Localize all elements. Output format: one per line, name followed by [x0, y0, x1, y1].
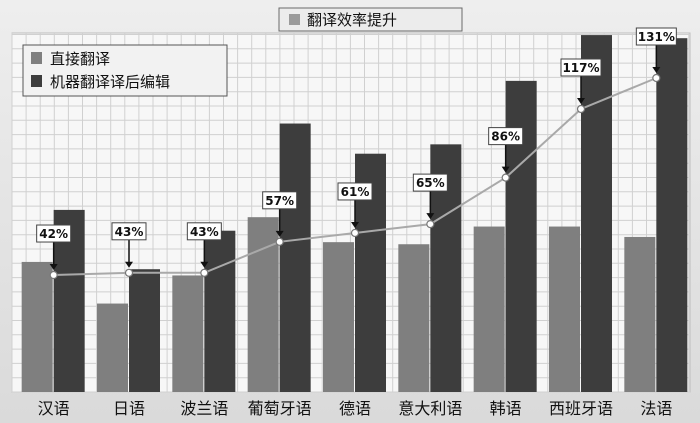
bar-mt-7	[581, 35, 612, 393]
pct-label-1: 43%	[115, 225, 144, 239]
bar-mt-3	[279, 123, 311, 393]
bar-direct-0	[21, 261, 53, 392]
x-tick-label-6: 韩语	[490, 399, 522, 418]
pct-label-box-5	[412, 173, 448, 192]
pct-label-0: 42%	[39, 227, 68, 241]
pointer-head-3	[275, 230, 284, 237]
legend-swatch-mt	[31, 75, 42, 87]
pointer-head-8	[652, 67, 661, 73]
pointer-head-1	[125, 261, 133, 268]
legend-label-mt: 机器翻译译后编辑	[50, 73, 170, 91]
pct-label-box-0	[36, 224, 72, 243]
pct-label-box-7	[560, 58, 602, 77]
x-tick-label-4: 德语	[339, 399, 371, 418]
x-tick-label-3: 葡萄牙语	[248, 399, 312, 418]
pointer-head-4	[351, 221, 359, 228]
chart-title: 翻译效率提升	[307, 11, 397, 29]
bar-group	[21, 35, 688, 393]
bar-mt-8	[656, 38, 688, 392]
pct-label-box-4	[337, 182, 373, 201]
pct-label-8: 131%	[638, 30, 675, 44]
line-point-0	[49, 270, 58, 280]
pointer-head-5	[426, 213, 435, 220]
bar-direct-1	[97, 303, 128, 392]
pct-label-box-6	[488, 127, 524, 146]
pct-label-5: 65%	[416, 176, 445, 190]
line-point-4	[350, 228, 360, 238]
line-point-2	[200, 268, 209, 277]
line-point-8	[652, 73, 661, 83]
pct-label-7: 117%	[562, 61, 599, 75]
line-point-7	[576, 104, 586, 114]
title-swatch	[289, 14, 300, 25]
bar-mt-2	[204, 230, 236, 392]
pct-label-box-2	[186, 222, 222, 241]
line-point-1	[124, 268, 134, 277]
pct-label-box-3	[262, 191, 298, 210]
legend-label-direct: 直接翻译	[50, 50, 110, 68]
pointer-head-0	[49, 264, 58, 271]
pct-label-box-1	[111, 222, 147, 241]
x-tick-label-0: 汉语	[38, 399, 70, 418]
bar-direct-8	[624, 236, 656, 392]
x-axis-labels: 汉语 日语 波兰语 葡萄牙语 德语 意大利语 韩语 西班牙语 法语	[38, 399, 673, 418]
title-box: 翻译效率提升	[278, 7, 463, 32]
line-series: 42% 43% 43% 57% 61% 65% 86% 117% 131%	[36, 27, 677, 280]
x-tick-label-7: 西班牙语	[549, 399, 613, 418]
pct-label-3: 57%	[265, 194, 294, 208]
bar-direct-7	[549, 226, 580, 392]
legend-swatch-direct	[31, 52, 42, 64]
line-point-6	[501, 173, 510, 182]
x-tick-label-2: 波兰语	[180, 399, 228, 418]
pointer-head-6	[501, 166, 510, 173]
line-point-5	[426, 220, 435, 229]
bar-mt-1	[129, 269, 160, 392]
bar-direct-2	[172, 275, 204, 392]
x-tick-label-8: 法语	[640, 399, 672, 418]
pct-label-box-8	[635, 27, 677, 46]
bar-direct-3	[247, 217, 279, 392]
line-point-3	[275, 237, 284, 246]
pct-label-4: 61%	[341, 185, 370, 199]
x-tick-label-1: 日语	[113, 399, 145, 418]
pct-label-2: 43%	[190, 225, 219, 239]
bar-direct-4	[323, 242, 354, 392]
x-tick-label-5: 意大利语	[398, 399, 462, 418]
legend: 直接翻译 机器翻译译后编辑	[22, 44, 228, 97]
pointer-head-2	[200, 261, 209, 268]
pct-label-6: 86%	[491, 130, 520, 144]
pointer-head-7	[577, 97, 585, 104]
bar-direct-6	[473, 226, 505, 392]
bar-direct-5	[398, 244, 430, 392]
